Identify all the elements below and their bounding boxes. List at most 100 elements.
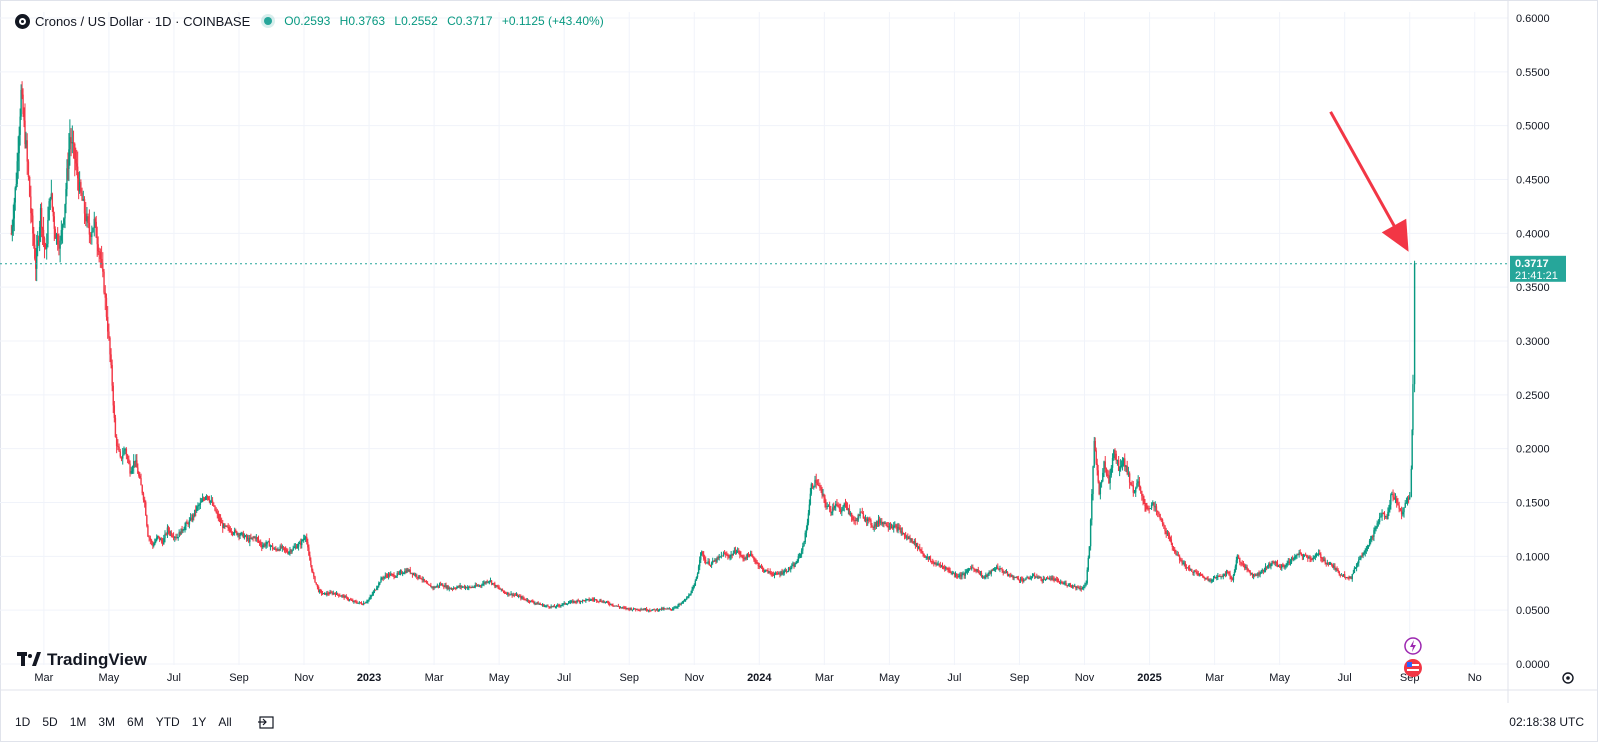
x-tick-label: Sep: [619, 672, 639, 684]
range-button-6m[interactable]: 6M: [127, 715, 144, 729]
candle-up: [568, 602, 571, 604]
candle-down: [537, 602, 539, 605]
range-button-5d[interactable]: 5D: [42, 715, 58, 729]
candle-down: [775, 573, 778, 575]
candle-down: [145, 502, 147, 516]
candle-down: [314, 576, 316, 583]
tradingview-logo[interactable]: TradingView: [17, 650, 147, 670]
candle-down: [641, 609, 643, 611]
candle-down: [1145, 506, 1147, 508]
candle-down: [1043, 578, 1046, 580]
candle-down: [1036, 576, 1038, 578]
range-button-all[interactable]: All: [218, 715, 232, 729]
utc-clock[interactable]: 02:18:38 UTC: [1509, 715, 1584, 729]
candle-down: [885, 522, 887, 526]
candle-down: [236, 531, 238, 535]
x-tick-label: Mar: [425, 672, 444, 684]
candle-up: [796, 561, 798, 564]
candle-up: [1166, 533, 1169, 535]
candle-down: [213, 505, 215, 507]
date-range-icon[interactable]: [256, 713, 276, 731]
candle-up: [538, 603, 540, 605]
candle-down: [896, 526, 898, 531]
candle-down: [594, 599, 597, 601]
candle-down: [618, 606, 621, 608]
candle-up: [1363, 552, 1365, 555]
candle-down: [1221, 576, 1223, 578]
candle-down: [825, 502, 827, 507]
candle-down: [454, 588, 456, 590]
candle-down: [963, 573, 965, 576]
candle-up: [362, 602, 365, 605]
candle-up: [658, 608, 661, 610]
symbol-legend[interactable]: Cronos / US Dollar · 1D · COINBASE O0.25…: [15, 10, 610, 32]
candle-down: [535, 602, 537, 604]
candle-down: [120, 456, 123, 459]
candle-down: [895, 525, 897, 527]
candle-down: [1400, 510, 1403, 515]
candle-down: [1147, 508, 1149, 510]
candle-down: [211, 500, 214, 506]
candle-down: [434, 587, 436, 589]
candle-up: [1051, 577, 1053, 580]
range-button-1y[interactable]: 1Y: [191, 715, 207, 729]
candle-down: [420, 578, 422, 580]
candle-up: [274, 548, 276, 550]
candle-down: [1187, 567, 1190, 569]
candle-down: [1124, 458, 1126, 467]
candle-up: [990, 570, 992, 574]
candle-down: [713, 560, 715, 562]
candle-up: [1329, 563, 1332, 565]
candle-down: [126, 455, 129, 459]
candle-down: [575, 601, 577, 603]
candle-up: [841, 510, 843, 513]
range-button-1m[interactable]: 1M: [69, 715, 87, 729]
candle-down: [1350, 576, 1352, 580]
price-chart[interactable]: 0.0000 0.0500 0.1000 0.1500 0.2000 0.2500 0.30…: [0, 0, 1600, 703]
candle-down: [23, 113, 25, 121]
candle-up: [303, 538, 305, 541]
candle-up: [201, 499, 204, 502]
candle-down: [172, 536, 175, 538]
candle-down: [580, 601, 583, 603]
candle-up: [671, 608, 674, 610]
candle-up: [676, 606, 678, 608]
candle-up: [1110, 467, 1113, 476]
symbol-title[interactable]: Cronos / US Dollar · 1D · COINBASE: [35, 13, 251, 29]
candle-down: [747, 553, 750, 555]
candle-up: [1152, 502, 1154, 505]
candle-down: [1347, 577, 1349, 579]
candle-up: [1368, 540, 1371, 546]
candle-up: [993, 569, 996, 571]
candle-down: [386, 575, 389, 577]
candle-down: [667, 608, 669, 610]
candle-down: [339, 595, 341, 597]
candle-down: [331, 592, 333, 594]
candle-up: [341, 595, 343, 597]
candle-down: [1214, 576, 1217, 578]
candle-down: [290, 550, 292, 552]
candle-down: [214, 505, 216, 511]
candle-down: [469, 586, 471, 588]
candle-down: [40, 208, 43, 229]
range-button-3m[interactable]: 3M: [98, 715, 116, 729]
candle-down: [76, 163, 78, 167]
candle-up: [1411, 429, 1413, 469]
range-button-1d[interactable]: 1D: [15, 715, 31, 729]
candle-up: [209, 500, 212, 502]
candle-down: [941, 565, 944, 567]
candle-up: [996, 566, 998, 569]
candle-up: [279, 546, 281, 551]
candle-down: [665, 608, 667, 610]
candle-down: [355, 601, 357, 603]
candle-down: [645, 608, 648, 611]
candle-up: [1225, 571, 1228, 575]
candle-up: [897, 527, 899, 531]
candle-down: [1055, 579, 1058, 581]
candle-down: [819, 485, 821, 488]
candle-up: [808, 504, 811, 514]
range-button-ytd[interactable]: YTD: [155, 715, 180, 729]
candle-down: [1199, 573, 1202, 575]
candle-up: [176, 537, 178, 539]
candle-up: [784, 570, 787, 572]
